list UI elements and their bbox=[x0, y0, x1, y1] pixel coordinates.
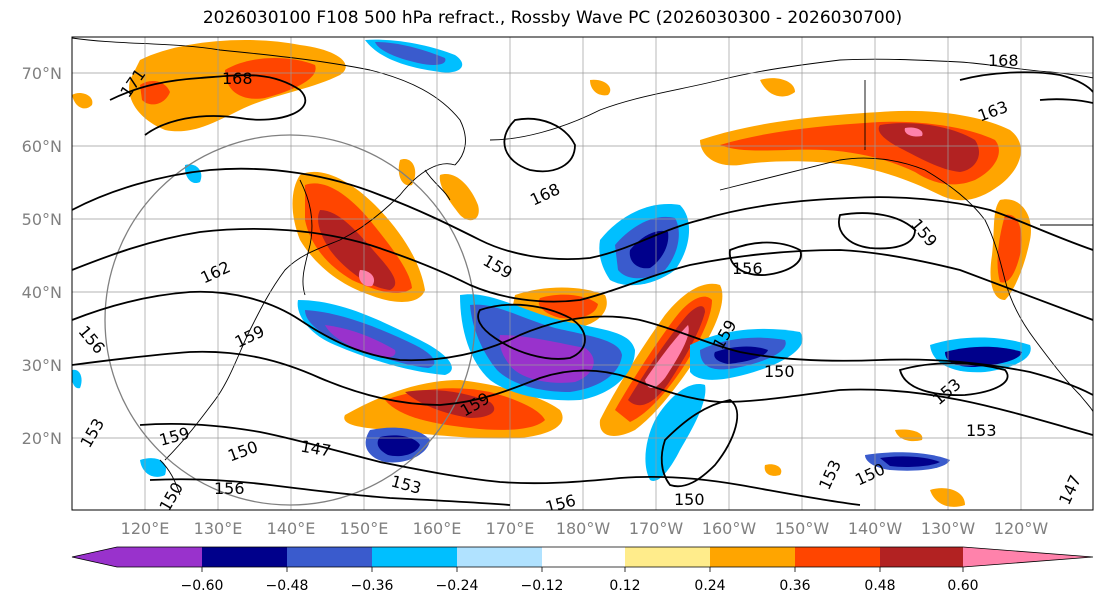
colorbar-tick-label: −0.48 bbox=[266, 578, 309, 594]
coastlines bbox=[72, 37, 1093, 496]
colorbar-segment bbox=[117, 547, 202, 567]
colorbar-tick-label: −0.12 bbox=[521, 578, 564, 594]
colorbar-tick-label: −0.60 bbox=[181, 578, 224, 594]
lon-label: 140°E bbox=[267, 519, 316, 538]
colorbar-segment bbox=[202, 547, 287, 567]
colorbar-tick-label: 0.48 bbox=[864, 578, 895, 594]
colorbar-tick-label: 0.60 bbox=[947, 578, 978, 594]
lon-label: 130°E bbox=[194, 519, 243, 538]
colorbar-tick-labels: −0.60 −0.48 −0.36 −0.24 −0.12 0.12 0.24 … bbox=[181, 578, 979, 594]
colorbar-segment bbox=[542, 547, 625, 567]
lon-label: 170°W bbox=[629, 519, 684, 538]
lon-label: 130°W bbox=[921, 519, 976, 538]
region-circle bbox=[104, 134, 476, 506]
colorbar-extend-left bbox=[72, 547, 117, 567]
contour-label: 168 bbox=[222, 69, 253, 88]
colorbar-segment bbox=[880, 547, 963, 567]
lat-label: 30°N bbox=[22, 356, 62, 375]
lon-label: 150°E bbox=[340, 519, 389, 538]
contour-label: 150 bbox=[674, 490, 705, 509]
colorbar-tick-label: 0.36 bbox=[779, 578, 810, 594]
lon-label: 150°W bbox=[775, 519, 830, 538]
lat-label: 60°N bbox=[22, 137, 62, 156]
contour-label: 153 bbox=[966, 421, 997, 440]
lat-label: 70°N bbox=[22, 64, 62, 83]
lon-label: 120°W bbox=[994, 519, 1049, 538]
lat-label: 40°N bbox=[22, 283, 62, 302]
colorbar-segment bbox=[710, 547, 795, 567]
lon-label: 120°E bbox=[121, 519, 170, 538]
lat-label: 50°N bbox=[22, 210, 62, 229]
lon-label: 180°W bbox=[556, 519, 611, 538]
colorbar-segment bbox=[287, 547, 372, 567]
colorbar-ticks bbox=[201, 567, 964, 572]
contour-label: 168 bbox=[988, 51, 1019, 70]
contour-label: 156 bbox=[214, 479, 245, 498]
plot-frame bbox=[71, 36, 1094, 511]
colorbar-segment bbox=[625, 547, 710, 567]
latitude-labels: 70°N 60°N 50°N 40°N 30°N 20°N bbox=[22, 64, 62, 448]
lat-label: 20°N bbox=[22, 429, 62, 448]
colorbar-tick-label: −0.24 bbox=[436, 578, 479, 594]
contour-label: 156 bbox=[732, 259, 763, 278]
lon-label: 160°W bbox=[702, 519, 757, 538]
lon-label: 160°E bbox=[413, 519, 462, 538]
longitude-labels: 120°E 130°E 140°E 150°E 160°E 170°E 180°… bbox=[121, 519, 1049, 538]
map-title: 2026030100 F108 500 hPa refract., Rossby… bbox=[202, 8, 903, 28]
colorbar-tick-label: −0.36 bbox=[351, 578, 394, 594]
shading-layer bbox=[72, 39, 1031, 507]
contour-label: 150 bbox=[764, 362, 795, 381]
colorbar-segment bbox=[457, 547, 542, 567]
colorbar-tick-label: 0.12 bbox=[609, 578, 640, 594]
colorbar-tick-label: 0.24 bbox=[694, 578, 725, 594]
colorbar-segment bbox=[795, 547, 880, 567]
colorbar: −0.60 −0.48 −0.36 −0.24 −0.12 0.12 0.24 … bbox=[71, 546, 1094, 594]
contour-lines bbox=[72, 71, 1093, 506]
colorbar-extend-right bbox=[963, 547, 1093, 567]
colorbar-segment bbox=[372, 547, 457, 567]
lon-label: 170°E bbox=[486, 519, 535, 538]
lon-label: 140°W bbox=[848, 519, 903, 538]
contour-label: 156 bbox=[543, 491, 577, 517]
